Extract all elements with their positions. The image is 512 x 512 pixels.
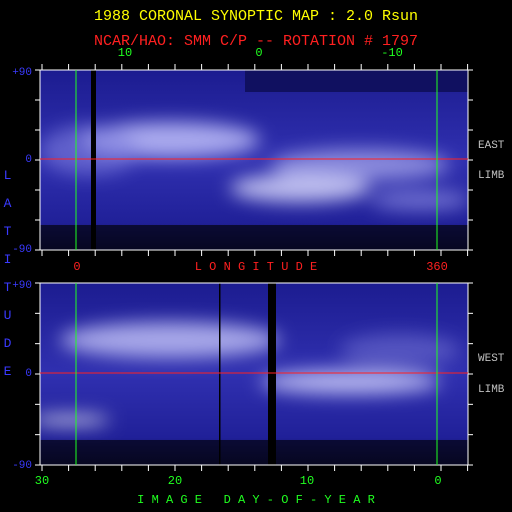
side-label: LIMB bbox=[478, 384, 505, 396]
y-tick-label: 0 bbox=[25, 154, 32, 166]
x-tick-label: 10 bbox=[300, 474, 314, 488]
y-tick-label: 0 bbox=[25, 368, 32, 380]
x-tick-label: 0 bbox=[434, 474, 441, 488]
bottom-map-image bbox=[40, 283, 468, 465]
x-axis-label: I M A G E D A Y - O F - Y E A R bbox=[137, 493, 375, 507]
y-tick-label: -90 bbox=[12, 460, 32, 472]
side-label: EAST bbox=[478, 140, 505, 152]
axis-ticks bbox=[35, 64, 473, 471]
x-tick-label: 0 bbox=[255, 46, 262, 60]
longitude-tick: 0 bbox=[73, 260, 80, 274]
longitude-tick: 360 bbox=[426, 260, 448, 274]
y-axis-label: LATITUDE bbox=[0, 168, 15, 392]
y-tick-label: +90 bbox=[12, 280, 32, 292]
title: 1988 CORONAL SYNOPTIC MAP : 2.0 Rsun bbox=[94, 8, 418, 25]
x-tick-label: 30 bbox=[35, 474, 49, 488]
x-tick-label: 10 bbox=[118, 46, 132, 60]
subtitle: NCAR/HAO: SMM C/P -- ROTATION # 1797 bbox=[94, 33, 418, 50]
side-label: WEST bbox=[478, 353, 505, 365]
x-tick-label: 20 bbox=[168, 474, 182, 488]
side-label: LIMB bbox=[478, 170, 505, 182]
top-map-image bbox=[40, 70, 468, 250]
y-tick-label: +90 bbox=[12, 67, 32, 79]
longitude-label: L O N G I T U D E bbox=[195, 260, 317, 274]
y-tick-label: -90 bbox=[12, 244, 32, 256]
x-tick-label: -10 bbox=[381, 46, 403, 60]
